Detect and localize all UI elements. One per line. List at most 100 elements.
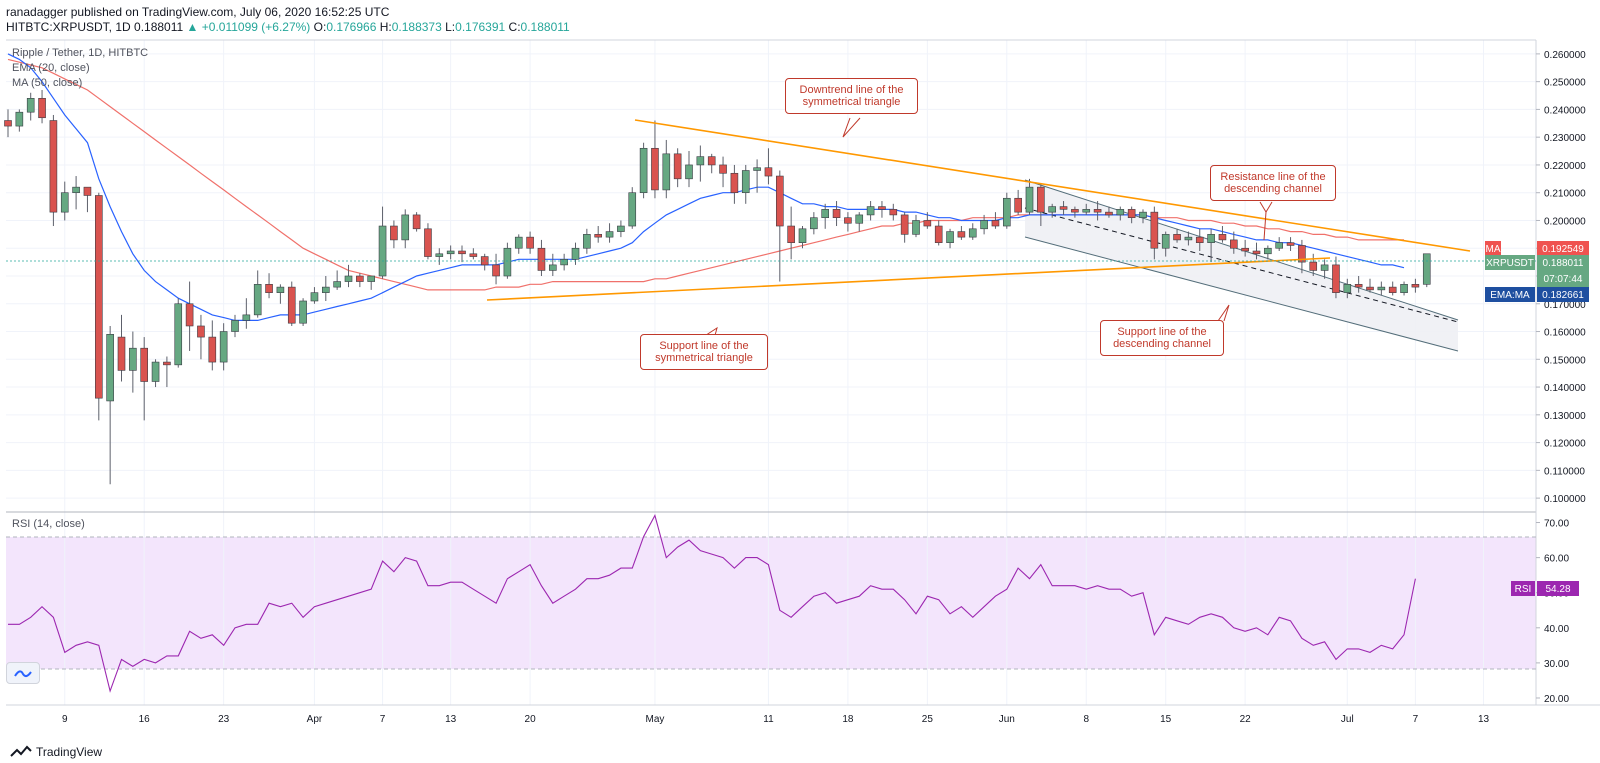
rsi-legend[interactable]: RSI (14, close) [12,518,85,530]
candle-body [1161,234,1170,249]
candle [356,273,364,288]
price-tick-label: 0.110000 [1544,466,1585,477]
price-tick-label: 0.250000 [1544,78,1586,89]
price-tick-label: 0.100000 [1544,494,1586,505]
candle-body [1002,197,1011,227]
downtrend-callout-pointer [842,117,861,138]
candle [151,359,160,388]
candle [1173,228,1181,243]
resistance-channel-callout-pointer [1259,201,1273,213]
chart-title-legend[interactable]: Ripple / Tether, 1D, HITBTC [12,47,149,59]
candle [106,325,114,485]
candle [174,298,183,368]
candle [310,287,319,304]
price-tick-label: 0.120000 [1544,439,1586,450]
candle-body [912,220,920,235]
candle [1207,228,1215,263]
candle-body [537,247,546,271]
countdown-text: 07:07:44 [1544,274,1583,285]
time-tick-label: 7 [1413,714,1419,725]
candle [265,273,273,299]
candle [469,248,478,260]
candle-body [662,153,671,191]
candle-body [639,147,648,194]
candle [1161,231,1170,257]
candle-body [617,225,625,232]
candle-body [1127,209,1136,218]
candle [1037,184,1045,227]
candle [1059,201,1068,215]
candle [401,209,410,249]
candle-body [1332,264,1340,293]
rsi-tick-label: 20.00 [1544,694,1569,705]
last-price: 0.188011 [134,20,184,34]
candle [991,212,1000,229]
candle [1332,256,1340,299]
candle [1093,201,1102,221]
candle-body [378,225,387,277]
candle-body [900,214,909,235]
close-value: 0.188011 [520,20,570,34]
ma-legend[interactable]: MA (50, close) [12,77,83,89]
price-tick-label: 0.200000 [1544,216,1586,227]
resistance-channel-callout: Resistance line of the descending channe… [1210,165,1336,201]
candle [1388,281,1397,296]
time-tick-label: 13 [1478,714,1490,725]
publisher-line: ranadagger published on TradingView.com,… [6,5,390,19]
candle [571,242,580,265]
candle-body [424,228,432,257]
candle-body [242,314,251,321]
candle [946,228,954,249]
footer[interactable]: TradingView [10,745,102,759]
candle-body [548,264,557,271]
candle [1366,278,1374,293]
ema-legend[interactable]: EMA (20, close) [12,62,90,74]
candle-body [1116,209,1125,216]
candle [424,223,432,260]
candle [537,239,546,276]
high-value: 0.188373 [391,20,442,34]
ma-name-tag [1485,241,1501,256]
price-tick-label: 0.140000 [1544,383,1586,394]
candle-body [1411,284,1420,288]
candle-body [219,331,228,363]
candle-body [1184,236,1193,241]
candle [719,156,727,188]
price-tick-label: 0.210000 [1544,189,1586,200]
symbol-value-text: 0.188011 [1543,258,1584,269]
candle [1082,203,1091,215]
candle [1116,206,1125,221]
rsi-indicator [8,514,1416,693]
candle [1377,281,1386,296]
candle [651,120,659,199]
candle-body [299,300,307,324]
candle-body [174,303,183,366]
candle-body [1252,250,1261,255]
chart-grid [6,40,1536,705]
rsi-name-text: RSI [1515,584,1532,595]
candle-body [83,186,92,196]
candle-body [310,292,319,302]
candle-body [390,225,398,241]
candle [605,223,614,243]
candle [344,264,353,288]
candle-body [253,284,262,316]
tradingview-badge[interactable] [6,662,40,684]
candle [367,275,376,290]
candle-body [798,228,807,243]
candle-body [446,250,455,255]
candle-body [1105,211,1113,216]
candle-body [673,153,682,180]
candle [1286,237,1295,252]
price-tick-label: 0.260000 [1544,50,1586,61]
candle-body [140,347,148,382]
channel-support-line [1024,236,1459,352]
candle-body [1354,284,1363,288]
candle [163,356,171,388]
price-tick-label: 0.240000 [1544,105,1586,116]
candle-body [571,247,580,260]
candle [753,159,761,193]
candle [821,203,830,229]
candle [1264,245,1272,260]
